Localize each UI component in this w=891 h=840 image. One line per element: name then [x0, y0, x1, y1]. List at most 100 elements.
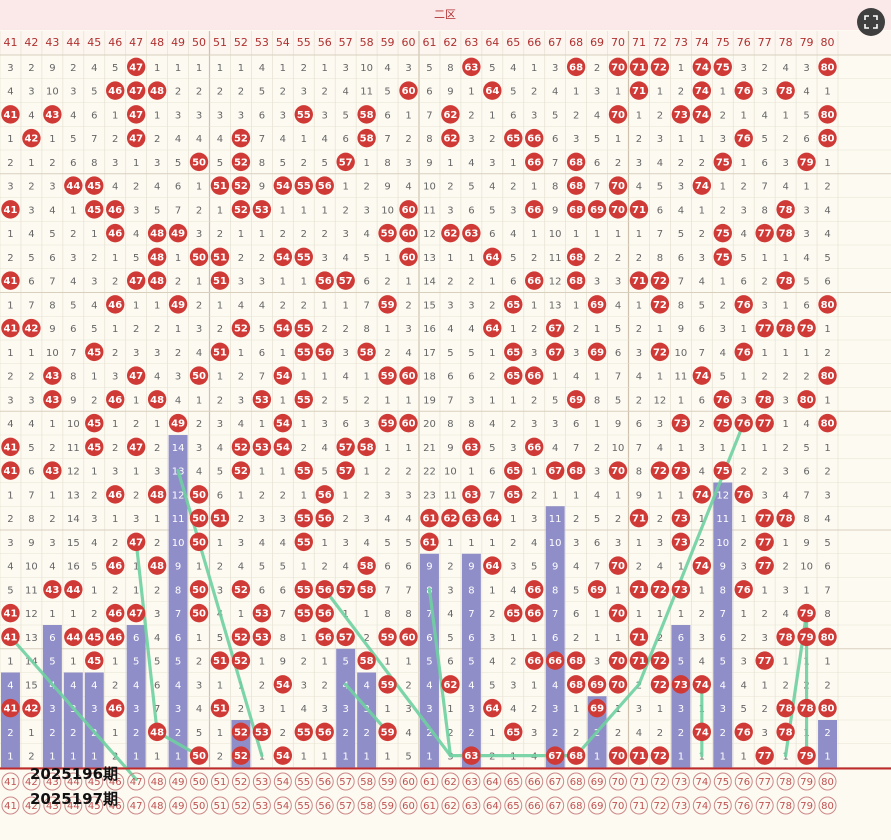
- footer-ball-number: 65: [507, 777, 520, 788]
- hit-ball-number: 71: [632, 585, 646, 596]
- hit-ball-number: 45: [87, 347, 101, 358]
- footer-ball-number: 58: [360, 801, 373, 812]
- omission-value: 4: [489, 657, 495, 668]
- omission-value: 2: [741, 182, 747, 193]
- footer-ball-number: 73: [675, 801, 688, 812]
- trend-line: [427, 587, 453, 758]
- hit-ball-number: 63: [464, 62, 478, 73]
- hit-ball-number: 57: [339, 276, 353, 287]
- hit-ball: [525, 437, 544, 457]
- footer-ball: [22, 796, 41, 815]
- hit-ball: [22, 698, 41, 718]
- omission-value: 4: [196, 134, 202, 145]
- omission-value: 1: [112, 253, 118, 264]
- omission-value: 3: [594, 277, 600, 288]
- omission-value: 2: [761, 277, 767, 288]
- hit-ball: [85, 651, 104, 670]
- hit-ball: [587, 200, 607, 219]
- hit-ball: [650, 675, 670, 694]
- omission-value: 4: [657, 443, 663, 454]
- hit-ball: [776, 698, 795, 718]
- omission-value: 4: [91, 63, 97, 74]
- hit-ball-number: 62: [443, 110, 457, 121]
- omission-value: 6: [636, 419, 642, 430]
- hit-ball-number: 80: [821, 632, 835, 643]
- hit-ball: [147, 247, 167, 267]
- hit-ball: [566, 57, 586, 77]
- hit-ball-number: 68: [569, 751, 583, 762]
- hit-ball-number: 72: [653, 751, 667, 762]
- omission-value: 1: [196, 63, 202, 74]
- omission-value: 4: [594, 110, 600, 121]
- hit-ball: [692, 556, 712, 575]
- omission-value: 5: [217, 158, 223, 169]
- hit-ball: [210, 247, 230, 267]
- hit-ball-number: 74: [695, 727, 709, 738]
- omission-value: 9: [678, 324, 684, 335]
- hit-ball: [315, 580, 334, 599]
- omission-value: 2: [133, 324, 139, 335]
- omission-value: 7: [259, 372, 265, 383]
- hit-ball-number: 48: [150, 86, 164, 97]
- hit-ball: [357, 342, 376, 362]
- omission-value: 1: [573, 87, 579, 98]
- omission-value: 5: [824, 538, 830, 549]
- omission-value: 1: [594, 419, 600, 430]
- footer-ball-number: 42: [25, 777, 38, 788]
- omission-value: 2: [573, 514, 579, 525]
- fullscreen-button[interactable]: [857, 8, 885, 36]
- omission-value: 3: [761, 728, 767, 739]
- omission-value: 1: [70, 609, 76, 620]
- omission-value: 4: [175, 134, 181, 145]
- omission-value: 2: [112, 680, 118, 691]
- omission-value: 4: [573, 562, 579, 573]
- omission-value: 3: [594, 657, 600, 668]
- footer-ball: [1, 772, 20, 791]
- omission-value: 2: [217, 87, 223, 98]
- omission-value: 3: [196, 229, 202, 240]
- omission-value: 6: [342, 134, 348, 145]
- hit-ball: [545, 342, 565, 362]
- omission-bar: [126, 625, 146, 768]
- hit-ball: [273, 746, 293, 765]
- hit-ball-number: 70: [611, 205, 625, 216]
- omission-value: 3: [741, 562, 747, 573]
- omission-value: 2: [133, 490, 139, 501]
- omission-value: 3: [28, 205, 34, 216]
- omission-value: 7: [636, 443, 642, 454]
- footer-ball-number: 49: [172, 777, 185, 788]
- hit-ball-number: 53: [255, 395, 269, 406]
- hit-ball-number: 66: [527, 656, 541, 667]
- omission-value: 3: [573, 134, 579, 145]
- omission-value: 10: [800, 562, 813, 573]
- column-header: 48: [150, 36, 164, 49]
- omission-value: 4: [7, 562, 13, 573]
- omission-value: 1: [531, 680, 537, 691]
- omission-value: 1: [217, 728, 223, 739]
- omission-value: 4: [154, 182, 160, 193]
- hit-ball-number: 62: [443, 134, 457, 145]
- hit-ball-number: 73: [674, 514, 688, 525]
- hit-ball: [252, 437, 272, 457]
- hit-ball-number: 66: [527, 371, 541, 382]
- hit-ball-number: 74: [695, 561, 709, 572]
- hit-ball-number: 68: [569, 252, 583, 263]
- hit-ball-number: 64: [485, 324, 499, 335]
- hit-ball-number: 65: [506, 371, 520, 382]
- footer-ball: [483, 772, 502, 791]
- hit-ball: [671, 508, 691, 528]
- omission-value: 1: [259, 467, 265, 478]
- omission-bar-label: 3: [426, 704, 432, 715]
- footer-ball: [671, 772, 690, 791]
- footer-ball: [357, 772, 376, 791]
- hit-ball-number: 52: [234, 442, 248, 453]
- hit-ball-number: 45: [87, 656, 101, 667]
- hit-ball: [43, 105, 62, 124]
- hit-ball: [85, 342, 104, 362]
- hit-ball-number: 47: [129, 371, 143, 382]
- omission-value: 1: [657, 324, 663, 335]
- omission-value: 10: [25, 562, 38, 573]
- hit-ball-number: 46: [108, 561, 122, 572]
- omission-bar-label: 4: [363, 680, 369, 691]
- hit-ball: [692, 485, 712, 504]
